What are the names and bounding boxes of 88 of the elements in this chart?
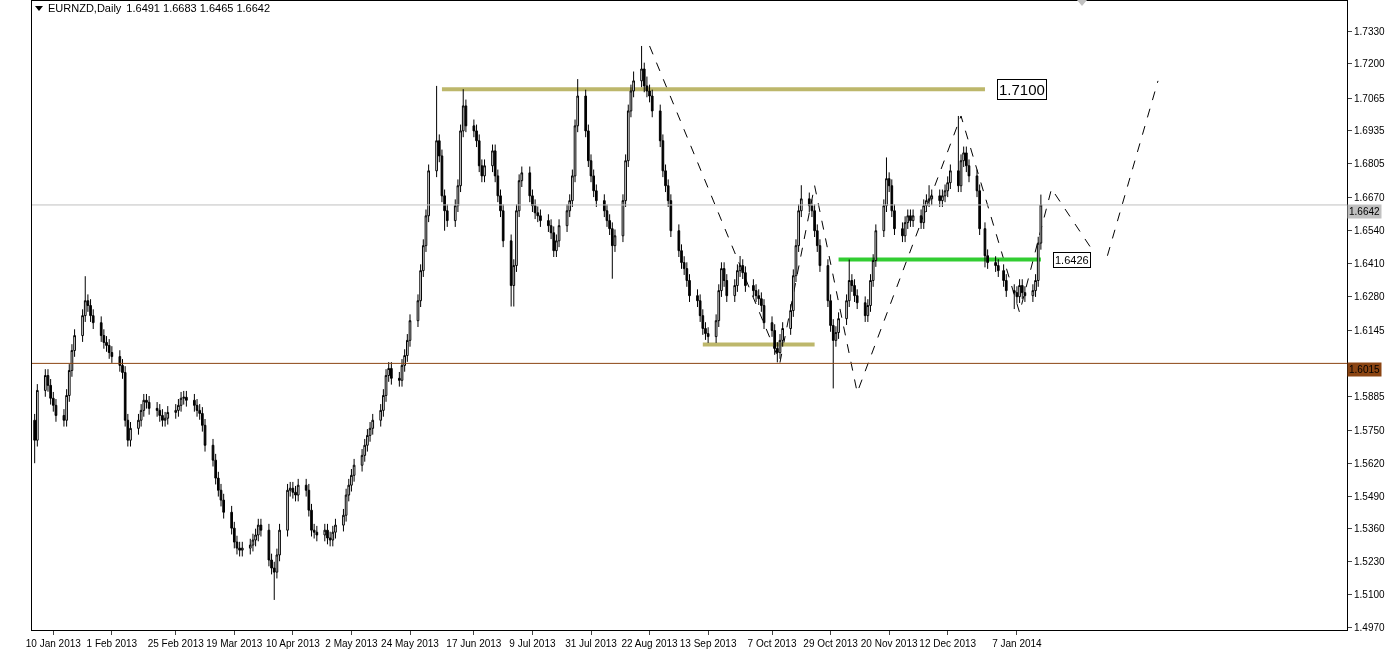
candlestick [248,538,252,555]
candlestick [650,89,654,118]
candlestick [435,85,438,178]
y-tick-label: 1.6935 [1354,125,1386,137]
candlestick [107,338,111,360]
candlestick [286,483,289,537]
candlestick [509,234,513,308]
candlestick [640,45,643,88]
candlestick [996,258,1000,278]
y-tick-label: 1.6540 [1354,225,1386,237]
y-tick-label: 1.6805 [1354,158,1386,170]
annotation: 1.7100 [999,81,1045,98]
candlestick [922,198,926,230]
ref-line-label: 1.6015 [1349,364,1381,375]
candlestick [179,391,183,413]
x-tick-label: 20 Nov 2013 [860,638,918,649]
candlestick [158,403,162,423]
candlestick [1012,283,1016,310]
y-tick-label: 1.5885 [1354,390,1386,402]
candlestick [752,278,755,298]
y-tick-label: 1.5100 [1354,589,1386,601]
x-tick-label: 29 Oct 2013 [803,638,859,649]
y-tick-label: 1.7200 [1354,58,1386,70]
candlestick [291,481,295,500]
y-tick-label: 1.5620 [1354,457,1386,469]
candlestick [147,395,151,416]
x-tick-label: 7 Oct 2013 [747,638,797,649]
x-tick-label: 10 Apr 2013 [265,638,321,649]
ref-line-label: 1.6642 [1349,206,1381,217]
candlestick [240,541,244,557]
x-tick-label: 7 Jan 2014 [992,638,1043,649]
candlestick [957,115,960,193]
candlestick [390,361,393,386]
candlestick [754,283,758,303]
y-tick-label: 1.5490 [1354,490,1386,502]
chart-title: EURNZD,Daily [48,2,122,14]
candlestick [259,518,263,537]
y-tick-label: 1.6670 [1354,192,1386,204]
x-tick-label: 13 Sep 2013 [679,638,737,649]
x-tick-label: 1 Feb 2013 [86,638,138,649]
y-tick-label: 1.5230 [1354,556,1386,568]
candlestick [983,221,987,268]
candlestick [166,405,170,426]
candlestick [911,208,915,228]
candlestick [927,184,931,208]
candlestick [1018,278,1021,304]
candlestick [326,523,329,545]
x-tick-label: 9 Jul 2013 [509,638,556,649]
x-tick-label: 10 Jan 2013 [25,638,82,649]
candlestick [539,208,542,228]
x-tick-label: 22 Aug 2013 [621,638,679,649]
y-tick-label: 1.6145 [1354,325,1386,337]
y-tick-label: 1.5360 [1354,523,1386,535]
x-tick-label: 12 Dec 2013 [919,638,977,649]
x-tick-label: 25 Feb 2013 [147,638,205,649]
candlestick [938,189,942,208]
candlestick [994,255,997,273]
candlestick [155,401,159,418]
candlestick [185,390,188,408]
x-tick-label: 24 May 2013 [381,638,440,649]
candlestick [43,368,47,398]
candlestick [315,525,319,542]
candlestick [161,408,164,428]
candlestick [251,533,255,552]
candlestick [323,523,327,542]
y-tick-label: 1.6280 [1354,290,1386,302]
candlestick [296,478,300,502]
candlestick [930,189,934,206]
y-tick-label: 1.5750 [1354,424,1386,436]
y-tick-label: 1.7330 [1354,25,1386,37]
candlestick [863,295,867,323]
candlestick [1020,278,1024,300]
x-tick-label: 17 Jun 2013 [446,638,502,649]
x-tick-label: 2 May 2013 [325,638,378,649]
candlestick [256,518,260,542]
chart-subtitle: 1.6491 1.6683 1.6465 1.6642 [126,2,271,14]
y-tick-label: 1.4970 [1354,621,1386,633]
y-tick-label: 1.7065 [1354,92,1386,104]
candlestick [195,398,199,418]
x-tick-label: 19 Mar 2013 [206,638,263,649]
candlestick [174,403,178,420]
y-tick-label: 1.6410 [1354,258,1386,270]
candlestick [909,208,912,228]
annotation: 1.6426 [1055,254,1089,266]
candlestick [193,393,196,413]
candlestick [483,158,486,183]
x-tick-label: 31 Jul 2013 [565,638,618,649]
candlestick [706,326,710,344]
